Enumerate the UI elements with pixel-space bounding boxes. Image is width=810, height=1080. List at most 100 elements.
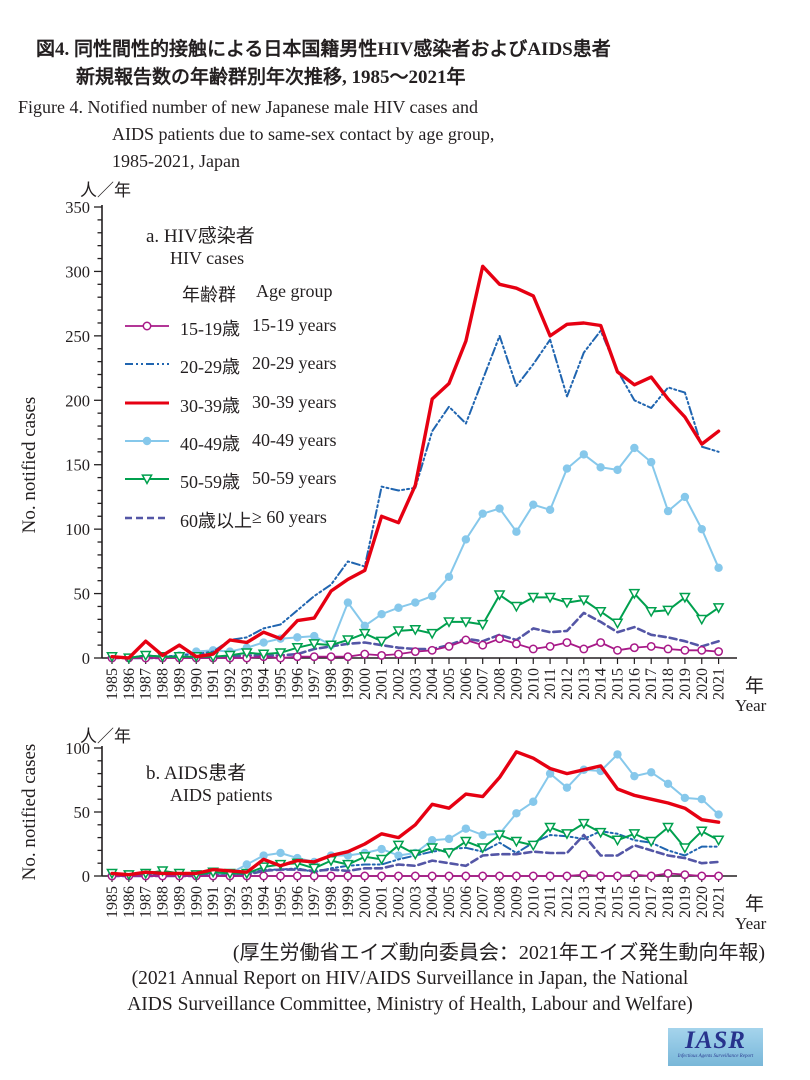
x-tick-label: 2019	[677, 668, 694, 700]
y-tick-label: 300	[65, 262, 90, 281]
x-tick-label: 2008	[492, 668, 509, 700]
x-tick-label: 2003	[407, 886, 424, 918]
x-tick-label: 1988	[155, 668, 172, 700]
y-axis-label-panel-b: No. notified cases	[19, 743, 40, 881]
source-line-jp: (厚生労働省エイズ動向委員会：2021年エイズ発生動向年報)	[232, 942, 765, 964]
legend: 年齢群 Age group 15-19歳 15-19 years 20-29歳 20-…	[124, 281, 404, 541]
x-tick-label: 1992	[222, 668, 239, 700]
legend-label-en: 50-59 years	[252, 468, 337, 488]
x-tick-label: 1985	[104, 668, 121, 700]
y-tick-label: 0	[82, 649, 90, 668]
legend-sample-15-19-years	[125, 321, 169, 331]
y-tick-label: 50	[74, 585, 91, 604]
iasr-logo-text: IASR	[685, 1027, 746, 1054]
x-tick-label: 2003	[407, 668, 424, 700]
x-tick-label: 1997	[306, 668, 323, 700]
panel-a-title-jp: a. HIV感染者	[146, 226, 255, 247]
x-tick-label: 2009	[508, 668, 525, 700]
x-tick-label: 1990	[188, 886, 205, 918]
x-tick-label: 2020	[694, 886, 711, 918]
figure-title-jp-line2: 新規報告数の年齢群別年次推移, 1985〜2021年	[76, 67, 466, 88]
figure-title-en-line2: AIDS patients due to same-sex contact by…	[112, 124, 495, 144]
x-tick-label: 1995	[273, 668, 290, 700]
y-tick-label: 350	[65, 198, 90, 217]
x-tick-label: 2021	[711, 668, 728, 700]
x-tick-label: 1993	[239, 886, 256, 918]
panel-b-title-jp: b. AIDS患者	[146, 763, 247, 784]
x-axis-label-jp: 年	[745, 675, 764, 697]
x-tick-label: 2007	[475, 886, 492, 918]
x-tick-label: 2017	[643, 886, 660, 918]
x-tick-label: 2009	[508, 886, 525, 918]
x-tick-label: 2002	[390, 886, 407, 918]
x-tick-label: 1999	[340, 886, 357, 918]
x-tick-label: 2015	[610, 886, 627, 918]
series-b-30-39-years	[110, 750, 721, 877]
x-tick-label: 1996	[289, 668, 306, 700]
x-tick-label: 2019	[677, 886, 694, 918]
x-tick-label: 2017	[643, 668, 660, 700]
x-tick-label: 1986	[121, 886, 138, 918]
y-tick-label: 150	[65, 456, 90, 475]
x-tick-label: 1991	[205, 886, 222, 918]
x-tick-label: 1990	[188, 668, 205, 700]
x-tick-label: 1994	[256, 886, 273, 918]
legend-sample-60-years	[125, 516, 169, 520]
x-tick-label: 2020	[694, 668, 711, 700]
x-tick-label: 2013	[576, 668, 593, 700]
source-line-en2: AIDS Surveillance Committee, Ministry of…	[127, 994, 693, 1015]
x-tick-label: 2011	[542, 886, 559, 917]
x-tick-label: 2015	[610, 668, 627, 700]
x-tick-label: 2014	[593, 668, 610, 700]
source-block-en: (2021 Annual Report on HIV/AIDS Surveill…	[30, 966, 790, 1018]
iasr-logo-subtext: Infectious Agents Surveillance Report	[677, 1054, 754, 1059]
y-axis-label-panel-a: No. notified cases	[19, 396, 40, 534]
unit-label-panel-b: 人／年	[80, 727, 131, 746]
x-tick-label: 2007	[475, 668, 492, 700]
markers-a-50-59-years	[106, 588, 725, 664]
x-tick-label: 2018	[660, 886, 677, 918]
x-axis-label-en: Year	[735, 914, 767, 933]
x-tick-label: 2002	[390, 668, 407, 700]
x-tick-label: 2008	[492, 886, 509, 918]
unit-label-panel-a: 人／年	[80, 181, 131, 200]
x-tick-label: 2011	[542, 668, 559, 699]
legend-header-jp: 年齢群	[182, 285, 236, 305]
x-tick-label: 2001	[374, 886, 391, 918]
legend-label-en: ≥ 60 years	[252, 507, 327, 527]
iasr-logo: IASR Infectious Agents Surveillance Repo…	[668, 1028, 763, 1066]
legend-label-en: 40-49 years	[252, 430, 337, 450]
x-tick-label: 1998	[323, 668, 340, 700]
figure-title-jp-line1: 図4. 同性間性的接触による日本国籍男性HIV感染者およびAIDS患者	[36, 39, 611, 60]
legend-label-jp: 20-29歳	[180, 357, 240, 377]
legend-label-en: 30-39 years	[252, 392, 337, 412]
legend-sample-30-39-years	[125, 401, 169, 405]
x-tick-label: 1986	[121, 668, 138, 700]
x-tick-label: 1996	[289, 886, 306, 918]
legend-label-en: 15-19 years	[252, 315, 337, 335]
legend-sample-50-59-years	[125, 474, 169, 485]
x-tick-label: 1989	[171, 668, 188, 700]
legend-label-jp: 60歳以上	[180, 511, 252, 531]
x-tick-label: 1999	[340, 668, 357, 700]
x-tick-label: 1989	[171, 886, 188, 918]
series-a-30-39-years	[110, 264, 721, 660]
x-tick-label: 2021	[711, 886, 728, 918]
legend-sample-40-49-years	[125, 436, 169, 446]
panel-a: 0 50 100 150 200 250 300 350 1985 1986 1987 1988 198…	[65, 198, 766, 715]
y-tick-label: 250	[65, 327, 90, 346]
x-tick-label: 2018	[660, 668, 677, 700]
figure-title-en-line3: 1985-2021, Japan	[112, 151, 240, 171]
x-tick-label: 2005	[441, 886, 458, 918]
panel-b-title-en: AIDS patients	[170, 785, 273, 805]
x-tick-label: 2012	[559, 668, 576, 700]
x-tick-label: 1985	[104, 886, 121, 918]
x-tick-label: 2000	[357, 668, 374, 700]
source-line-en1: (2021 Annual Report on HIV/AIDS Surveill…	[131, 968, 689, 989]
x-tick-label: 2005	[441, 668, 458, 700]
y-tick-label: 100	[65, 520, 90, 539]
panel-a-title-en: HIV cases	[170, 248, 245, 268]
